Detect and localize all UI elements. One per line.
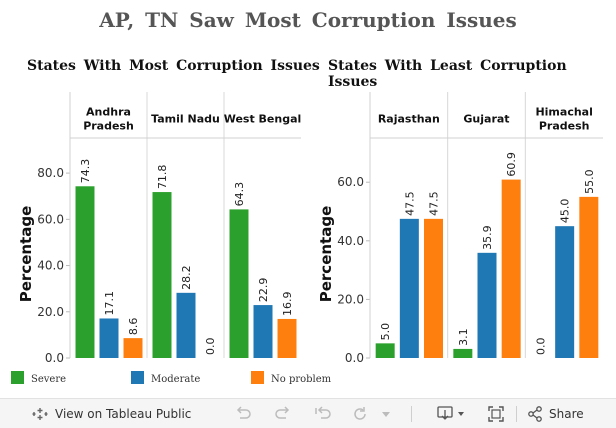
- bar-gujarat-severe: [453, 348, 473, 358]
- legend-item-severe[interactable]: Severe: [11, 370, 66, 385]
- data-label-himachal-pradesh-severe: 0.0: [535, 338, 548, 356]
- toolbar-divider-2: [516, 406, 517, 422]
- redo-icon: [274, 406, 292, 422]
- data-label-andhra-pradesh-severe: 74.3: [79, 159, 92, 184]
- caret-down-icon: [381, 406, 391, 422]
- bar-himachal-pradesh-moderate: [555, 226, 575, 358]
- data-label-andhra-pradesh-no-problem: 8.6: [127, 318, 140, 336]
- revert-icon: [314, 406, 332, 422]
- download-icon: [437, 406, 465, 422]
- data-label-gujarat-moderate: 35.9: [481, 225, 494, 250]
- category-label-gujarat: Gujarat: [463, 113, 509, 126]
- bar-andhra-pradesh-no-problem: [123, 338, 143, 358]
- bar-tamil-nadu-severe: [152, 192, 172, 358]
- legend-swatch-no-problem: [251, 371, 264, 384]
- y-tick-label-1-3: 60.0: [337, 175, 364, 189]
- legend-swatch-severe: [11, 371, 24, 384]
- data-label-gujarat-severe: 3.1: [457, 328, 470, 346]
- bar-andhra-pradesh-moderate: [99, 318, 119, 358]
- data-label-gujarat-no-problem: 60.9: [505, 152, 518, 177]
- redo-button[interactable]: [274, 404, 292, 424]
- bar-west-bengal-moderate: [253, 305, 273, 358]
- view-on-tableau-button[interactable]: View on Tableau Public: [32, 404, 191, 424]
- legend-label-moderate: Moderate: [151, 374, 201, 385]
- legend-item-moderate[interactable]: Moderate: [131, 370, 200, 385]
- data-label-himachal-pradesh-no-problem: 55.0: [583, 169, 596, 194]
- bar-west-bengal-no-problem: [277, 318, 297, 358]
- bar-west-bengal-severe: [229, 209, 249, 358]
- data-label-tamil-nadu-moderate: 28.2: [180, 265, 193, 290]
- y-tick-label-0-1: 20.0: [37, 305, 64, 319]
- category-label-west-bengal: West Bengal: [224, 113, 302, 126]
- category-label-tamil-nadu: Tamil Nadu: [151, 113, 220, 126]
- tableau-logo-icon: [32, 406, 48, 422]
- left-chart-title: States With Most Corruption Issues: [27, 58, 320, 74]
- bar-gujarat-moderate: [477, 252, 497, 358]
- bar-tamil-nadu-moderate: [176, 292, 196, 358]
- legend: Severe Moderate No problem: [0, 370, 616, 390]
- data-label-rajasthan-moderate: 47.5: [403, 191, 416, 216]
- category-label-andhra-pradesh-1: Pradesh: [83, 120, 134, 133]
- undo-button[interactable]: [234, 404, 252, 424]
- y-tick-label-1-1: 20.0: [337, 292, 364, 306]
- refresh-icon: [351, 406, 369, 422]
- y-tick-label-0-4: 80.0: [37, 166, 64, 180]
- y-axis-label-0: Percentage: [17, 206, 35, 303]
- data-label-rajasthan-severe: 5.0: [379, 323, 392, 341]
- y-tick-label-0-3: 60.0: [37, 212, 64, 226]
- share-icon: [527, 406, 543, 422]
- data-label-andhra-pradesh-moderate: 17.1: [103, 291, 116, 316]
- data-label-west-bengal-moderate: 22.9: [257, 278, 270, 303]
- bar-andhra-pradesh-severe: [75, 186, 95, 358]
- bar-rajasthan-no-problem: [424, 218, 443, 358]
- undo-icon: [234, 406, 252, 422]
- data-label-west-bengal-severe: 64.3: [233, 182, 246, 207]
- bar-himachal-pradesh-no-problem: [579, 196, 599, 358]
- bar-rajasthan-moderate: [399, 218, 419, 358]
- y-tick-label-1-2: 40.0: [337, 234, 364, 248]
- data-label-west-bengal-no-problem: 16.9: [281, 291, 294, 316]
- legend-swatch-moderate: [131, 371, 144, 384]
- bar-gujarat-no-problem: [501, 179, 521, 358]
- fullscreen-button[interactable]: [487, 404, 505, 424]
- toolbar-divider: [411, 406, 412, 422]
- fullscreen-icon: [487, 406, 505, 422]
- data-label-tamil-nadu-severe: 71.8: [156, 165, 169, 190]
- data-label-himachal-pradesh-moderate: 45.0: [559, 199, 572, 224]
- refresh-button[interactable]: [351, 404, 369, 424]
- legend-label-severe: Severe: [31, 374, 67, 385]
- data-label-tamil-nadu-no-problem: 0.0: [204, 338, 217, 356]
- share-button[interactable]: Share: [527, 404, 584, 424]
- page-title: AP, TN Saw Most Corruption Issues: [99, 8, 517, 32]
- view-on-tableau-label: View on Tableau Public: [55, 407, 192, 421]
- category-label-himachal-pradesh-0: Himachal: [535, 106, 592, 119]
- legend-label-no-problem: No problem: [271, 374, 332, 385]
- y-tick-label-1-0: 0.0: [345, 351, 364, 365]
- tableau-toolbar: View on Tableau Public Share: [0, 398, 616, 428]
- y-tick-label-0-0: 0.0: [45, 351, 64, 365]
- category-label-himachal-pradesh-1: Pradesh: [539, 120, 590, 133]
- data-label-rajasthan-no-problem: 47.5: [428, 191, 441, 216]
- legend-item-no-problem[interactable]: No problem: [251, 370, 331, 385]
- category-label-andhra-pradesh-0: Andhra: [86, 106, 131, 119]
- more-dropdown[interactable]: [381, 404, 391, 424]
- category-label-rajasthan: Rajasthan: [378, 113, 440, 126]
- download-button[interactable]: [437, 404, 465, 424]
- y-axis-label-1: Percentage: [317, 206, 335, 303]
- right-chart-title: States With Least Corruption Issues: [328, 58, 567, 90]
- bar-rajasthan-severe: [375, 343, 395, 358]
- bar-charts: Percentage0.020.040.060.080.0AndhraPrade…: [17, 92, 603, 365]
- y-tick-label-0-2: 40.0: [37, 259, 64, 273]
- revert-button[interactable]: [314, 404, 332, 424]
- share-label: Share: [549, 407, 584, 421]
